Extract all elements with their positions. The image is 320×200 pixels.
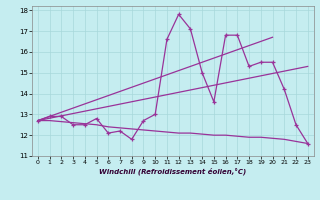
X-axis label: Windchill (Refroidissement éolien,°C): Windchill (Refroidissement éolien,°C) <box>99 168 246 175</box>
